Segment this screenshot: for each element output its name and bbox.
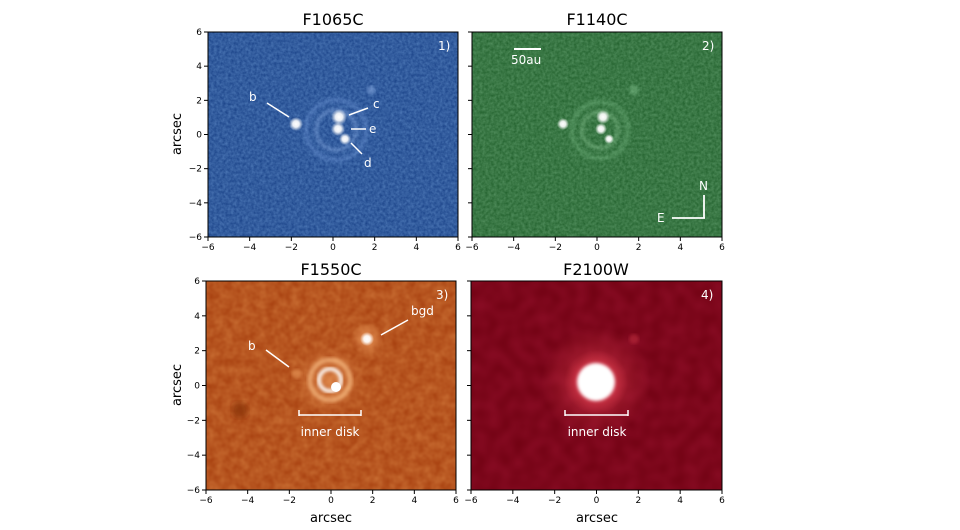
y-tick-label: −6 [187,486,201,496]
axes-f2100w: −6 −4 −2 0 2 4 6 [464,280,725,506]
inner-disk-label: inner disk [301,425,360,439]
y-tick-label: −4 [189,199,203,209]
axes-f1065c: −6 −4 −2 0 2 4 6 6 4 2 0 −2 −4 −6 [189,28,461,253]
compass: N E [657,179,708,225]
x-tick-label: −2 [549,243,562,253]
x-tick-label: 2 [635,496,641,506]
source-c [596,110,610,124]
x-tick-label: 0 [594,496,600,506]
y-tick-label: −2 [189,165,202,175]
label-bgd: bgd [411,304,434,318]
panel-f1140c: F1140C 2) 50au N E −6 −4 −2 0 2 4 6 [465,10,725,253]
panel-number: 4) [701,288,713,302]
panel-title: F2100W [563,260,629,279]
label-b: b [249,90,257,104]
x-tick-label: 4 [411,496,417,506]
x-tick-label: −6 [199,496,213,506]
inner-disk-bracket [564,410,629,416]
image-f2100w [471,281,722,490]
y-tick-label: 4 [194,312,200,322]
x-tick-label: 6 [719,243,725,253]
x-tick-label: −4 [506,496,520,506]
x-tick-label: −2 [548,496,561,506]
x-tick-label: −6 [464,496,478,506]
x-tick-label: 0 [330,243,336,253]
x-tick-label: 6 [455,243,461,253]
axes-f1140c: −6 −4 −2 0 2 4 6 [465,31,725,253]
x-tick-label: 2 [370,496,376,506]
panel-title: F1140C [566,10,627,29]
x-tick-label: 4 [677,243,683,253]
x-tick-label: −4 [507,243,521,253]
source-b [289,117,303,131]
x-tick-label: −6 [201,243,215,253]
x-tick-label: 0 [594,243,600,253]
source-e [331,122,345,136]
compass-east: E [657,211,665,225]
source-e [595,123,607,135]
axes-f1550c: −6 −4 −2 0 2 4 6 6 4 2 0 −2 −4 −6 [187,277,459,506]
y-tick-label: 2 [196,96,202,106]
image-f1065c [208,32,458,237]
panel-f1550c: F1550C 3) b bgd inner disk −6 −4 −2 0 2 4 6 6 4 2… [187,260,459,506]
y-tick-label: 6 [194,277,200,287]
panel-number: 3) [436,288,448,302]
x-tick-label: 0 [328,496,334,506]
x-tick-label: 4 [413,243,419,253]
source-b [292,369,302,379]
label-c: c [373,97,380,111]
x-tick-label: 4 [677,496,683,506]
y-tick-label: 0 [196,131,202,141]
x-tick-label: −4 [241,496,255,506]
x-tick-label: −4 [243,243,257,253]
panel-title: F1065C [302,10,363,29]
y-tick-label: 2 [194,347,200,357]
y-tick-label: −6 [189,233,203,243]
y-axis-label-bottom: arcsec [170,364,185,406]
source-d [339,133,351,145]
x-tick-label: 6 [719,496,725,506]
inner-disk-label: inner disk [568,425,627,439]
panel-title: F1550C [300,260,361,279]
compass-north: N [699,179,708,193]
y-tick-label: −4 [187,451,201,461]
y-tick-label: −2 [187,416,200,426]
panel-f1065c: F1065C 1) b c e d −6 −4 −2 0 2 4 6 6 4 2 0 −2 −4 −6 [189,10,461,253]
x-tick-label: −6 [465,243,479,253]
panel-f2100w: F2100W 4) inner disk −6 −4 −2 0 2 4 6 [464,260,725,506]
inner-disk-bracket [298,410,362,416]
label-b: b [248,339,256,353]
image-f1550c [206,281,456,490]
x-tick-label: 2 [372,243,378,253]
x-tick-label: −2 [283,496,296,506]
x-axis-label-right: arcsec [576,511,618,526]
x-tick-label: 6 [453,496,459,506]
source-c [331,109,347,125]
panel-number: 1) [438,39,450,53]
panel-number: 2) [702,39,714,53]
source-b [557,118,569,130]
source-d [604,134,614,144]
scale-bar-label: 50au [511,53,541,67]
label-d: d [364,156,372,170]
y-tick-label: 4 [196,62,202,72]
label-e: e [369,122,376,136]
image-f1140c [472,32,722,237]
x-axis-label-left: arcsec [310,511,352,526]
x-tick-label: −2 [285,243,298,253]
y-tick-label: 6 [196,28,202,38]
x-tick-label: 2 [636,243,642,253]
y-tick-label: 0 [194,382,200,392]
y-axis-label-top: arcsec [170,113,185,155]
